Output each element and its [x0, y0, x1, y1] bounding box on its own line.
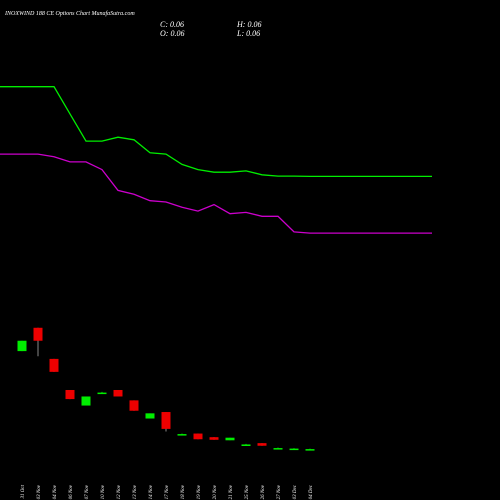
- candle-body: [241, 444, 251, 446]
- x-tick-label: 07 Nov: [85, 484, 90, 499]
- candle-12: [209, 437, 219, 440]
- candle-14: [241, 443, 251, 446]
- candle-10: [177, 433, 187, 436]
- candle-6: [113, 390, 123, 397]
- candle-body: [145, 413, 155, 419]
- candle-9: [161, 412, 171, 432]
- candlesticks: [17, 327, 315, 451]
- high-readout: H: 0.06: [236, 20, 261, 29]
- candle-1: [33, 327, 43, 357]
- candle-body: [161, 412, 171, 429]
- candle-body: [49, 358, 59, 372]
- candle-body: [177, 434, 187, 436]
- chart-title: INOXWIND 188 CE Options Chart MunafaSutr…: [4, 10, 135, 17]
- x-tick-label: 12 Nov: [117, 484, 122, 499]
- candle-15: [257, 443, 267, 446]
- candle-3: [65, 390, 75, 400]
- candle-4: [81, 396, 91, 406]
- x-tick-label: 25 Nov: [245, 484, 250, 499]
- x-axis-labels: 31 Oct 03 Nov 04 Nov 06 Nov 07 Nov 10 Nov 12 N…: [21, 484, 314, 499]
- moving-average-lines: [0, 86, 432, 234]
- candle-body: [273, 448, 283, 450]
- candle-body: [81, 396, 91, 406]
- candle-body: [289, 448, 299, 451]
- candle-16: [273, 447, 283, 450]
- x-tick-label: 04 Dec: [309, 484, 314, 499]
- candle-body: [193, 433, 203, 440]
- line-series-0: [0, 86, 432, 178]
- x-tick-label: 10 Nov: [101, 484, 106, 499]
- x-tick-label: 19 Nov: [197, 484, 202, 499]
- x-tick-label: 26 Nov: [261, 484, 266, 499]
- x-tick-label: 31 Oct: [21, 484, 26, 498]
- candle-7: [129, 400, 139, 411]
- x-tick-label: 13 Nov: [133, 484, 138, 499]
- candle-2: [49, 358, 59, 372]
- candle-body: [97, 392, 107, 395]
- low-readout: L: 0.06: [236, 29, 260, 38]
- close-readout: C: 0.06: [160, 20, 184, 29]
- candle-body: [65, 390, 75, 400]
- candle-body: [209, 437, 219, 440]
- x-tick-label: 06 Nov: [69, 484, 74, 499]
- candle-body: [305, 449, 315, 451]
- x-tick-label: 17 Nov: [165, 484, 170, 499]
- candle-0: [17, 340, 27, 352]
- candle-body: [33, 327, 43, 341]
- candle-5: [97, 391, 107, 395]
- candle-17: [289, 448, 299, 451]
- candle-18: [305, 448, 315, 451]
- open-readout: O: 0.06: [160, 29, 184, 38]
- candle-body: [257, 443, 267, 446]
- x-tick-label: 20 Nov: [213, 484, 218, 499]
- x-tick-label: 27 Nov: [277, 484, 282, 499]
- candle-body: [129, 400, 139, 411]
- x-tick-label: 03 Nov: [37, 484, 42, 499]
- line-series-1: [0, 153, 432, 234]
- candle-11: [193, 433, 203, 440]
- candle-13: [225, 437, 235, 441]
- candle-body: [225, 437, 235, 441]
- x-tick-label: 14 Nov: [149, 484, 154, 499]
- x-tick-label: 21 Nov: [229, 484, 234, 499]
- x-tick-label: 18 Nov: [181, 484, 186, 499]
- candle-body: [113, 390, 123, 397]
- x-tick-label: 04 Nov: [53, 484, 58, 499]
- x-tick-label: 03 Dec: [293, 484, 298, 499]
- candle-8: [145, 413, 155, 419]
- candle-body: [17, 340, 27, 352]
